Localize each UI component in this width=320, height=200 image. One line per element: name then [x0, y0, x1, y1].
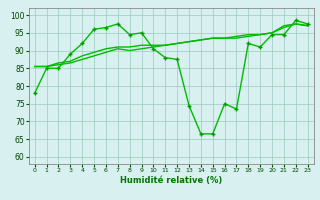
X-axis label: Humidité relative (%): Humidité relative (%)	[120, 176, 222, 185]
